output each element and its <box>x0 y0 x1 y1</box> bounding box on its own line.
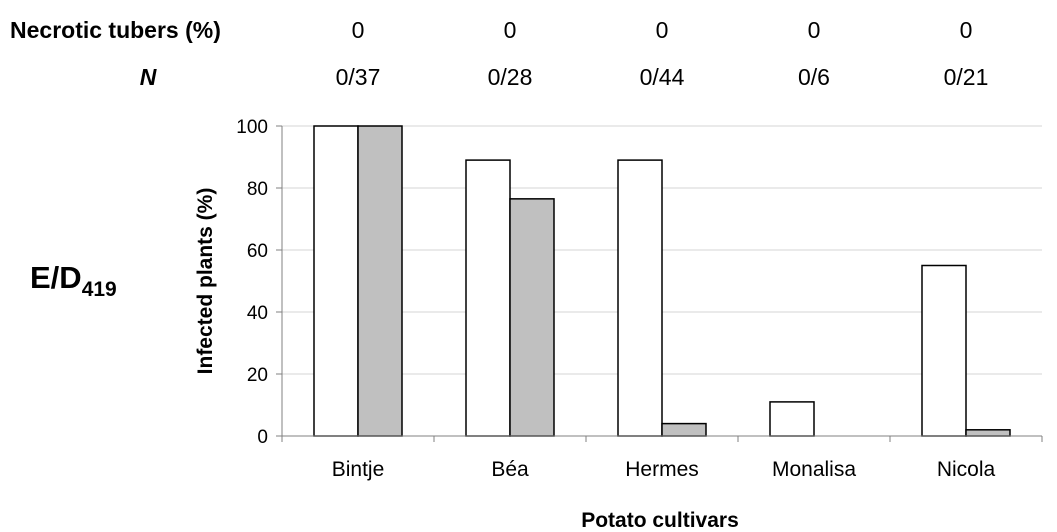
n-value: 0/6 <box>798 64 830 90</box>
bar <box>921 264 967 437</box>
y-tick-label: 60 <box>247 241 268 262</box>
necrotic-tubers-value: 0 <box>808 17 821 43</box>
y-axis-title: Infected plants (%) <box>194 188 217 375</box>
bar <box>313 125 359 437</box>
necrotic-tubers-value: 0 <box>960 17 973 43</box>
x-tick-label: Béa <box>491 458 529 481</box>
x-tick-label: Nicola <box>937 458 996 481</box>
bar <box>509 198 555 437</box>
bar <box>357 125 403 437</box>
necrotic-tubers-value: 0 <box>504 17 517 43</box>
x-axis-title: Potato cultivars <box>581 509 739 532</box>
necrotic-tubers-value: 0 <box>656 17 669 43</box>
panel-label: E/D419 <box>30 260 117 301</box>
n-value: 0/28 <box>488 64 533 90</box>
bar <box>965 429 1011 437</box>
axes: 0 20 40 60 80 100 Bintje Béa Hermes Monalisa Nicol… <box>236 117 1043 481</box>
n-value: 0/37 <box>336 64 381 90</box>
bar <box>661 422 707 437</box>
bars <box>313 125 1011 437</box>
y-tick-label: 20 <box>247 365 268 386</box>
n-value: 0/21 <box>944 64 989 90</box>
x-tick-label: Monalisa <box>772 458 856 481</box>
header-table: Necrotic tubers (%) N 0 0 0 0 0 0/37 0/28 0/44 0… <box>10 17 988 90</box>
x-tick-label: Bintje <box>332 458 385 481</box>
y-tick-label: 40 <box>247 303 268 324</box>
x-tick-label: Hermes <box>625 458 699 481</box>
bar <box>465 159 511 437</box>
necrotic-tubers-value: 0 <box>352 17 365 43</box>
n-value: 0/44 <box>640 64 685 90</box>
y-tick-label: 100 <box>236 117 268 138</box>
bar <box>769 401 815 437</box>
y-tick-label: 80 <box>247 179 268 200</box>
y-tick-label: 0 <box>257 427 268 448</box>
necrotic-tubers-label: Necrotic tubers (%) <box>10 17 221 43</box>
n-label: N <box>140 64 157 90</box>
bar <box>617 159 663 437</box>
